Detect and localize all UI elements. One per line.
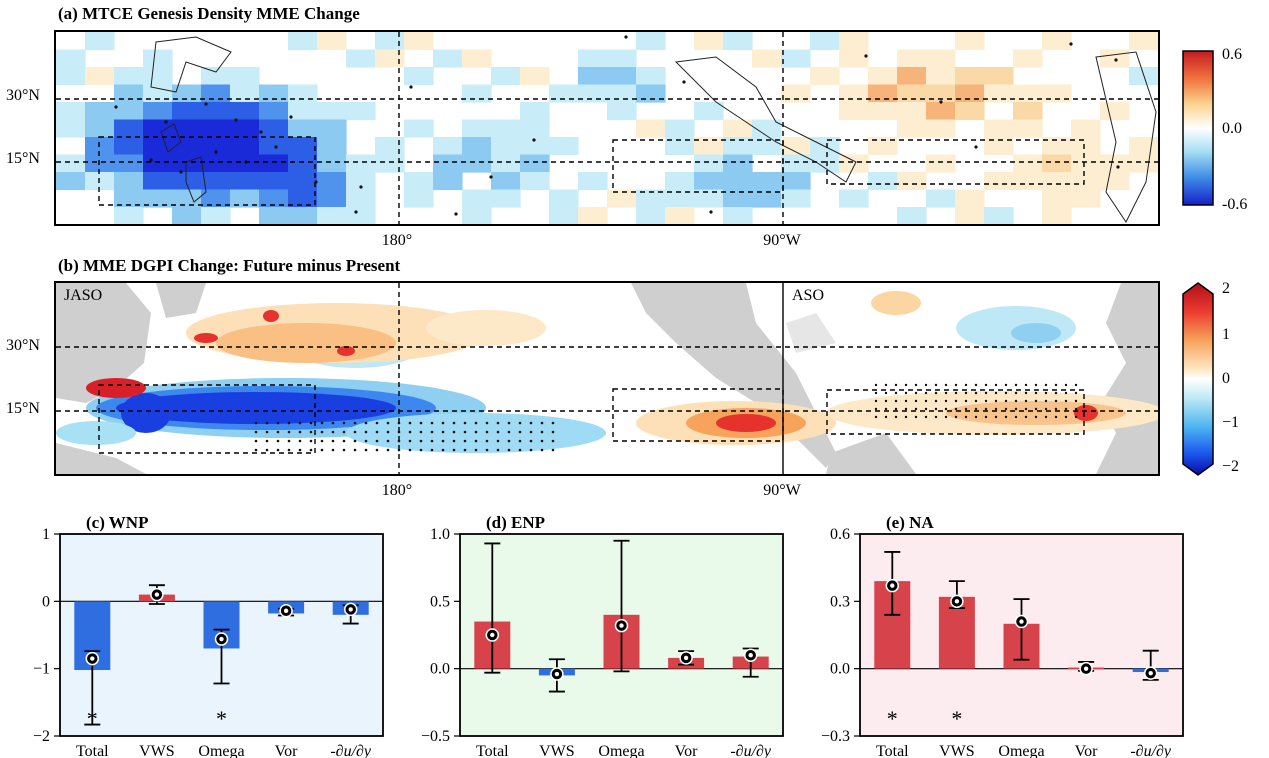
wnp-mean-dot-4 [348, 607, 353, 612]
panel-a-cbar-min: -0.6 [1222, 196, 1248, 213]
panel-b-colorbar [1182, 282, 1214, 476]
na-mean-dot-2 [1019, 619, 1024, 624]
enp-mean-dot-2 [619, 623, 624, 628]
enp-frame [459, 533, 784, 737]
season-label-left: JASO [64, 287, 103, 304]
wnp-significance-0: * [87, 706, 98, 731]
wnp-ytick-label: 0 [42, 593, 50, 610]
na-ytick-label: −0.3 [821, 728, 850, 745]
wnp-xtick-label-3: Vor [275, 743, 298, 758]
enp-bar-chart: (d) ENP 1.0 0.5 0.0 −0.5 Total VWS Omega Vor -∂u/… [421, 513, 784, 758]
panel-a-cbar-mid: 0.0 [1222, 120, 1242, 137]
panel-a-lat-15: 15°N [6, 150, 40, 167]
na-ytick-label: 0.6 [830, 526, 850, 543]
panel-b-cbar-0: 0 [1222, 370, 1230, 387]
panel-c-wnp: (c) WNP 1 0 −1 −2 * Total VWS * Omega Vor -∂u/∂y [0, 510, 420, 758]
wnp-ytick-label: −2 [33, 728, 50, 745]
wnp-frame [59, 533, 384, 737]
enp-title: (d) ENP [486, 513, 545, 532]
na-xtick-label-0: Total [876, 743, 909, 758]
wnp-xtick-label-0: Total [76, 743, 109, 758]
season-label-right: ASO [792, 287, 825, 304]
panel-b-title: (b) MME DGPI Change: Future minus Presen… [58, 256, 401, 275]
wnp-xtick-label-2: Omega [198, 743, 244, 758]
enp-ytick-label: 0.5 [430, 593, 450, 610]
enp-mean-dot-4 [748, 653, 753, 658]
panel-a-lon-180: 180° [381, 232, 413, 249]
enp-ytick-label: 1.0 [430, 526, 450, 543]
na-ytick-label: 0.3 [830, 593, 850, 610]
na-mean-dot-4 [1148, 670, 1153, 676]
panel-b-cbar-neg2: −2 [1222, 458, 1240, 475]
na-ytick-label: 0.0 [830, 661, 850, 678]
panel-a-lat-30: 30°N [6, 87, 40, 104]
enp-mean-dot-1 [554, 671, 560, 677]
wnp-title: (c) WNP [86, 513, 148, 532]
na-xtick-label-3: Vor [1075, 743, 1098, 758]
na-mean-dot-0 [890, 583, 895, 588]
enp-xtick-label-1: VWS [539, 743, 575, 758]
enp-mean-dot-3 [683, 655, 689, 661]
wnp-significance-2: * [216, 706, 227, 731]
wnp-mean-dot-3 [283, 608, 289, 613]
genesis-density-map [56, 32, 1158, 224]
enp-mean-dot-0 [490, 632, 495, 638]
wnp-ytick-label: 1 [42, 526, 50, 543]
enp-xtick-label-4: -∂u/∂y [730, 743, 772, 758]
panel-a-map [54, 30, 1160, 226]
enp-xtick-label-0: Total [476, 743, 509, 758]
panel-b-lat-15: 15°N [6, 400, 40, 417]
dgpi-change-map [56, 283, 1158, 474]
wnp-mean-dot-2 [219, 636, 224, 642]
panel-b-lat-30: 30°N [6, 337, 40, 354]
enp-ytick-label: 0.0 [430, 661, 450, 678]
panel-b-cbar-1: 1 [1222, 326, 1230, 343]
na-significance-0: * [887, 706, 898, 731]
panel-a-title: (a) MTCE Genesis Density MME Change [58, 4, 360, 23]
enp-xtick-label-2: Omega [598, 743, 644, 758]
panel-d-enp: (d) ENP 1.0 0.5 0.0 −0.5 Total VWS Omega Vor -∂u/… [400, 510, 820, 758]
na-mean-dot-1 [954, 599, 960, 604]
panel-b-cbar-neg1: −1 [1222, 414, 1240, 431]
enp-ytick-label: −0.5 [421, 728, 450, 745]
wnp-xtick-label-1: VWS [139, 743, 175, 758]
na-bar-chart: (e) NA 0.6 0.3 0.0 −0.3 * Total * VWS Omega Vor -∂u… [821, 513, 1184, 758]
na-mean-dot-3 [1083, 666, 1089, 671]
panel-a-cbar-max: 0.6 [1222, 46, 1242, 63]
wnp-mean-dot-0 [90, 656, 95, 661]
panel-b-map: JASO ASO [54, 281, 1160, 476]
na-xtick-label-4: -∂u/∂y [1130, 743, 1172, 758]
panel-a-lon-90w: 90°W [763, 232, 801, 249]
panel-b-lon-180: 180° [381, 482, 413, 499]
wnp-ytick-label: −1 [33, 661, 50, 678]
panel-b-lon-90w: 90°W [763, 482, 801, 499]
na-xtick-label-2: Omega [998, 743, 1044, 758]
enp-xtick-label-3: Vor [675, 743, 698, 758]
na-xtick-label-1: VWS [939, 743, 975, 758]
na-frame [859, 533, 1184, 737]
panel-b-cbar-2: 2 [1222, 280, 1230, 297]
wnp-mean-dot-1 [154, 592, 160, 597]
na-title: (e) NA [886, 513, 934, 532]
wnp-bar-chart: (c) WNP 1 0 −1 −2 * Total VWS * Omega Vor -∂u/∂y [33, 513, 384, 758]
na-significance-1: * [951, 706, 962, 731]
panel-a-colorbar [1182, 50, 1214, 206]
wnp-xtick-label-4: -∂u/∂y [330, 743, 372, 758]
panel-e-na: (e) NA 0.6 0.3 0.0 −0.3 * Total * VWS Omega Vor -∂u… [800, 510, 1220, 758]
